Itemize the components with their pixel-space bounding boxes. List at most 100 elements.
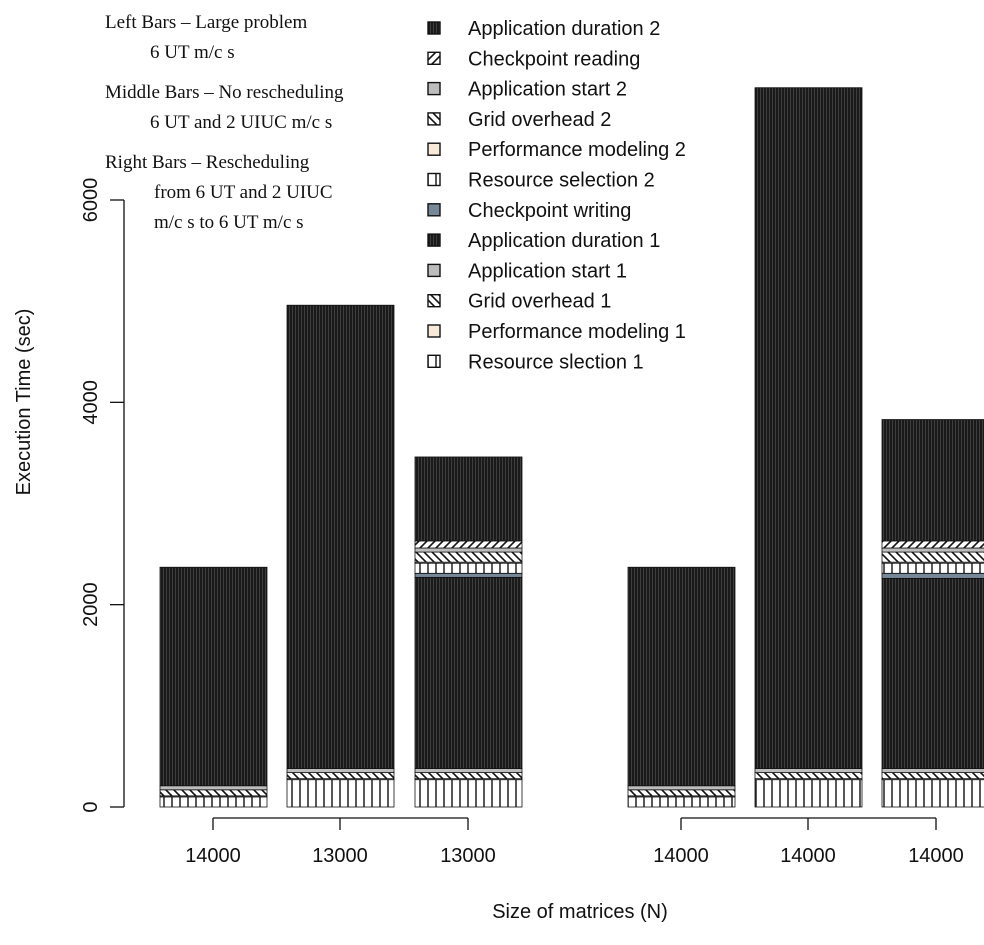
legend-label: Performance modeling 1 (468, 321, 686, 343)
bar-segment-application-duration-2 (881, 419, 984, 542)
annotation-line: Right Bars – Rescheduling (105, 152, 310, 173)
annotation-line: Left Bars – Large problem (105, 12, 307, 33)
bar-segment-application-start-1 (286, 768, 395, 774)
bar-segment-resource-slection-1 (754, 779, 863, 808)
bar-stack (286, 304, 395, 808)
bar-stack (754, 87, 863, 808)
legend-label: Checkpoint writing (468, 200, 631, 222)
legend-swatch (427, 51, 441, 65)
bar-stack (159, 566, 268, 808)
bar-segment-application-duration-2 (414, 456, 523, 542)
legend-entry: Grid overhead 1 (427, 291, 611, 313)
y-axis: 0 2000 4000 6000 (80, 178, 125, 813)
bar-segment-application-duration-1 (414, 576, 523, 769)
bar-segment-application-duration-1 (881, 577, 984, 769)
legend-label: Performance modeling 2 (468, 139, 686, 161)
bar-segment-resource-selection-2 (881, 562, 984, 574)
y-tick-label: 2000 (80, 582, 102, 627)
legend-swatch (427, 203, 441, 217)
x-tick-label: 13000 (312, 845, 368, 867)
bar-segment-application-duration-1 (754, 87, 863, 769)
bar-segment-grid-overhead-1 (286, 772, 395, 780)
bar-segment-application-duration-1 (286, 304, 395, 769)
x-axis: 14000 13000 13000 14000 14000 14000 (185, 817, 964, 867)
legend-label: Grid overhead 2 (468, 109, 611, 131)
bar-segment-grid-overhead-1 (881, 772, 984, 780)
annotation-line: m/c s to 6 UT m/c s (154, 212, 304, 233)
legend-label: Application duration 2 (468, 18, 660, 40)
legend-entry: Resource selection 2 (427, 170, 655, 192)
bar-segment-resource-slection-1 (881, 779, 984, 808)
bar-segment-checkpoint-reading (881, 540, 984, 549)
bar-segment-application-start-1 (159, 785, 268, 791)
legend-entry: Checkpoint writing (427, 200, 631, 222)
legend-label: Application start 2 (468, 79, 627, 101)
bar-segment-application-duration-1 (627, 566, 736, 787)
y-tick-label: 0 (80, 801, 102, 812)
bar-segment-grid-overhead-1 (627, 789, 736, 797)
legend-label: Application start 1 (468, 260, 627, 282)
x-tick-label: 14000 (908, 845, 964, 867)
annotations: Left Bars – Large problem 6 UT m/c s Middl… (105, 12, 344, 233)
x-tick-label: 14000 (185, 845, 241, 867)
legend-swatch (427, 324, 441, 338)
legend-label: Checkpoint reading (468, 48, 640, 70)
annotation: Left Bars – Large problem 6 UT m/c s (105, 12, 307, 63)
legend-entry: Performance modeling 2 (427, 139, 686, 161)
y-tick-label: 6000 (80, 178, 102, 223)
annotation: Middle Bars – No rescheduling 6 UT and 2 … (105, 82, 344, 133)
legend-swatch (427, 21, 441, 35)
bar-segment-resource-slection-1 (159, 796, 268, 808)
x-tick-label: 14000 (653, 845, 709, 867)
bar-segment-checkpoint-writing (881, 572, 984, 579)
bar-segment-application-start-1 (754, 768, 863, 774)
bar-segment-grid-overhead-1 (159, 789, 268, 797)
annotation-line: 6 UT and 2 UIUC m/c s (150, 112, 332, 133)
bar-segment-grid-overhead-2 (414, 551, 523, 563)
bar-segment-application-start-1 (414, 768, 523, 774)
legend-entry: Application duration 1 (427, 230, 660, 252)
bar-segment-application-start-2 (414, 547, 523, 553)
annotation-line: from 6 UT and 2 UIUC (154, 182, 333, 203)
bar-segment-checkpoint-reading (414, 540, 523, 549)
annotation-line: Middle Bars – No rescheduling (105, 82, 344, 103)
legend-entry: Performance modeling 1 (427, 321, 686, 343)
bar-segment-grid-overhead-1 (754, 772, 863, 780)
bar-segment-resource-slection-1 (286, 779, 395, 808)
legend-entry: Grid overhead 2 (427, 109, 611, 131)
bar-stack (627, 566, 736, 808)
x-tick-label: 14000 (780, 845, 836, 867)
legend-entry: Resource slection 1 (427, 351, 644, 373)
legend-swatch (427, 233, 441, 247)
bar-segment-grid-overhead-1 (414, 772, 523, 780)
bar-segment-resource-slection-1 (627, 796, 736, 808)
legend-swatch (427, 142, 441, 156)
bar-stack (881, 419, 984, 808)
legend-swatch (427, 354, 441, 368)
x-tick-label: 13000 (440, 845, 496, 867)
legend-label: Grid overhead 1 (468, 291, 611, 313)
bar-segment-application-start-1 (881, 768, 984, 774)
legend-swatch (427, 81, 441, 96)
bar-segment-grid-overhead-2 (881, 551, 984, 563)
bar-segment-resource-selection-2 (414, 562, 523, 574)
bar-segment-checkpoint-writing (414, 572, 523, 578)
x-axis-label: Size of matrices (N) (492, 901, 668, 923)
bar-stack (414, 456, 523, 808)
legend-entry: Application duration 2 (427, 18, 660, 40)
legend-entry: Application start 1 (427, 260, 627, 282)
bars (159, 87, 984, 808)
legend-entry: Application start 2 (427, 79, 627, 101)
legend-label: Resource slection 1 (468, 351, 644, 373)
legend-swatch (427, 263, 441, 278)
bar-segment-application-duration-1 (159, 566, 268, 787)
legend-swatch (427, 294, 441, 308)
bar-segment-resource-slection-1 (414, 779, 523, 808)
legend-swatch (427, 112, 441, 126)
legend-swatch (427, 172, 441, 187)
legend-entry: Checkpoint reading (427, 48, 640, 70)
y-axis-label: Execution Time (sec) (13, 309, 35, 496)
legend-label: Application duration 1 (468, 230, 660, 252)
